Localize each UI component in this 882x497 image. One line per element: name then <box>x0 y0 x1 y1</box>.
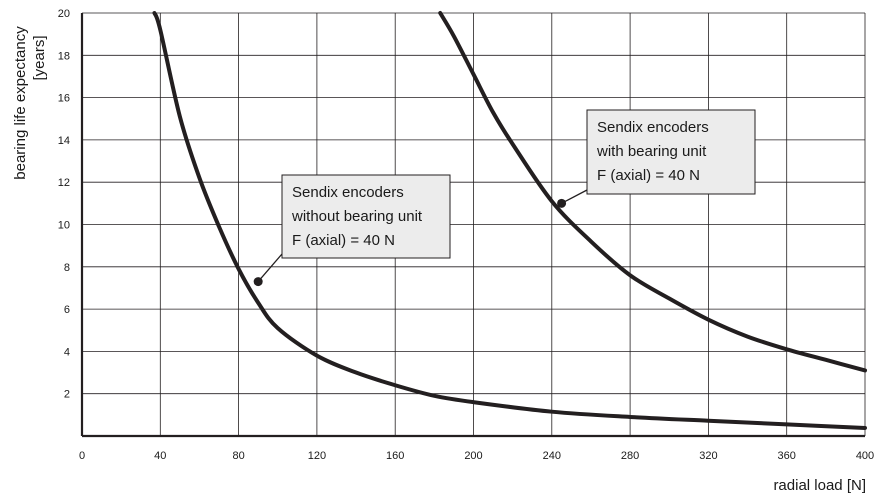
y-axis-unit-label: [years] <box>31 35 48 80</box>
annotation-leader-line <box>561 189 588 204</box>
x-tick-label: 40 <box>154 450 166 462</box>
annotation-text-line: F (axial) = 40 N <box>597 167 700 184</box>
y-tick-label: 18 <box>58 50 70 62</box>
x-tick-label: 0 <box>79 450 85 462</box>
y-tick-label: 16 <box>58 93 70 105</box>
annotation-text-line: with bearing unit <box>596 143 707 160</box>
x-tick-label: 240 <box>543 450 561 462</box>
y-tick-label: 6 <box>64 304 70 316</box>
tick-labels: 0 40 80 120 160 200 240 280 320 360 400 2 4 6 8 10 12 14 1… <box>58 8 874 462</box>
x-tick-label: 320 <box>699 450 717 462</box>
x-tick-label: 400 <box>856 450 874 462</box>
series-line-2 <box>438 11 867 373</box>
annotation-text-line: without bearing unit <box>291 208 423 225</box>
x-tick-label: 120 <box>308 450 326 462</box>
annotation-text-line: F (axial) = 40 N <box>292 232 395 249</box>
x-tick-label: 160 <box>386 450 404 462</box>
y-tick-label: 4 <box>64 346 70 358</box>
x-axis-label: radial load [N] <box>773 477 866 494</box>
annotation-marker <box>253 277 263 287</box>
annotation-text-line: Sendix encoders <box>597 119 709 136</box>
x-tick-label: 280 <box>621 450 639 462</box>
y-tick-label: 12 <box>58 177 70 189</box>
annotation-leader-line <box>257 253 283 283</box>
series-layer <box>152 11 867 430</box>
y-tick-label: 20 <box>58 8 70 20</box>
annotation-marker <box>557 198 567 208</box>
y-tick-label: 14 <box>58 135 70 147</box>
x-tick-label: 80 <box>232 450 244 462</box>
annotation-box <box>586 109 756 195</box>
annotation-2: Sendix encoders with bearing unit F (axial… <box>557 109 756 208</box>
y-tick-label: 2 <box>64 389 70 401</box>
annotation-1: Sendix encoders without bearing unit F (ax… <box>253 174 451 287</box>
x-tick-label: 200 <box>464 450 482 462</box>
grid <box>82 12 866 436</box>
annotation-box <box>281 174 451 259</box>
annotations: Sendix encoders without bearing unit F (ax… <box>253 109 756 287</box>
y-tick-label: 8 <box>64 262 70 274</box>
annotation-text-line: Sendix encoders <box>292 184 404 201</box>
y-tick-label: 10 <box>58 220 70 232</box>
x-tick-label: 360 <box>778 450 796 462</box>
series-line-1 <box>152 11 867 430</box>
axes <box>80 13 865 438</box>
y-axis-label: bearing life expectancy <box>12 26 29 180</box>
